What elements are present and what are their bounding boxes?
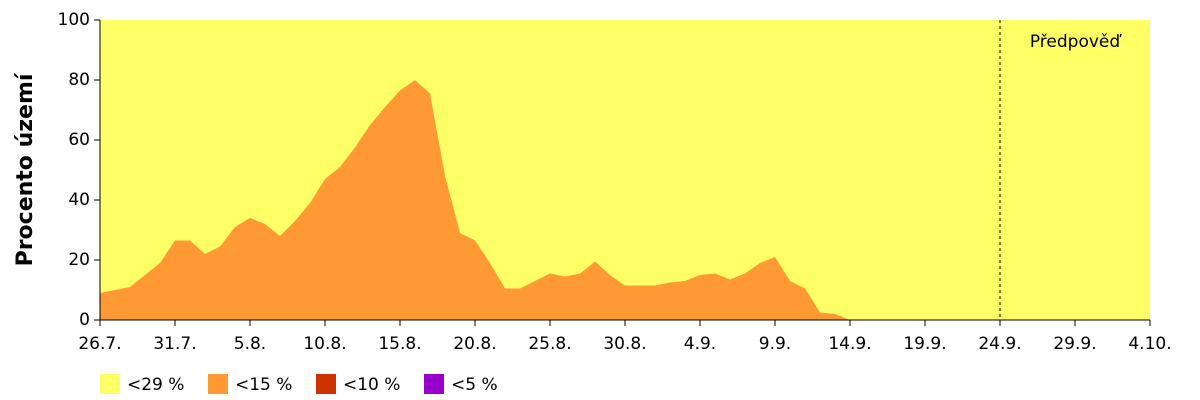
legend-label: <10 % <box>343 375 400 395</box>
legend-label: <29 % <box>127 375 184 395</box>
x-tick-label: 29.9. <box>1053 334 1096 354</box>
y-axis-title: Procento území <box>13 72 38 266</box>
y-tick-label: 100 <box>58 10 90 30</box>
x-tick-label: 26.7. <box>78 334 121 354</box>
area <box>100 80 1150 320</box>
y-tick-label: 60 <box>68 130 90 150</box>
forecast-label: Předpověď <box>1030 32 1123 52</box>
legend-swatch <box>424 374 444 394</box>
x-tick-label: 19.9. <box>903 334 946 354</box>
x-tick-label: 20.8. <box>453 334 496 354</box>
y-tick-label: 0 <box>79 310 90 330</box>
y-tick-label: 40 <box>68 190 90 210</box>
y-tick-label: 80 <box>68 70 90 90</box>
legend-swatch <box>316 374 336 394</box>
x-tick-label: 15.8. <box>378 334 421 354</box>
x-tick-label: 9.9. <box>759 334 791 354</box>
x-tick-label: 10.8. <box>303 334 346 354</box>
x-tick-label: 31.7. <box>153 334 196 354</box>
x-tick-label: 14.9. <box>828 334 871 354</box>
x-tick-label: 4.10. <box>1128 334 1171 354</box>
x-tick-label: 30.8. <box>603 334 646 354</box>
legend-swatch <box>208 374 228 394</box>
x-tick-label: 24.9. <box>978 334 1021 354</box>
legend-label: <15 % <box>235 375 292 395</box>
legend-label: <5 % <box>451 375 498 395</box>
x-tick-label: 4.9. <box>684 334 716 354</box>
x-tick-label: 5.8. <box>234 334 266 354</box>
x-tick-label: 25.8. <box>528 334 571 354</box>
y-tick-label: 20 <box>68 250 90 270</box>
legend-swatch <box>100 374 120 394</box>
